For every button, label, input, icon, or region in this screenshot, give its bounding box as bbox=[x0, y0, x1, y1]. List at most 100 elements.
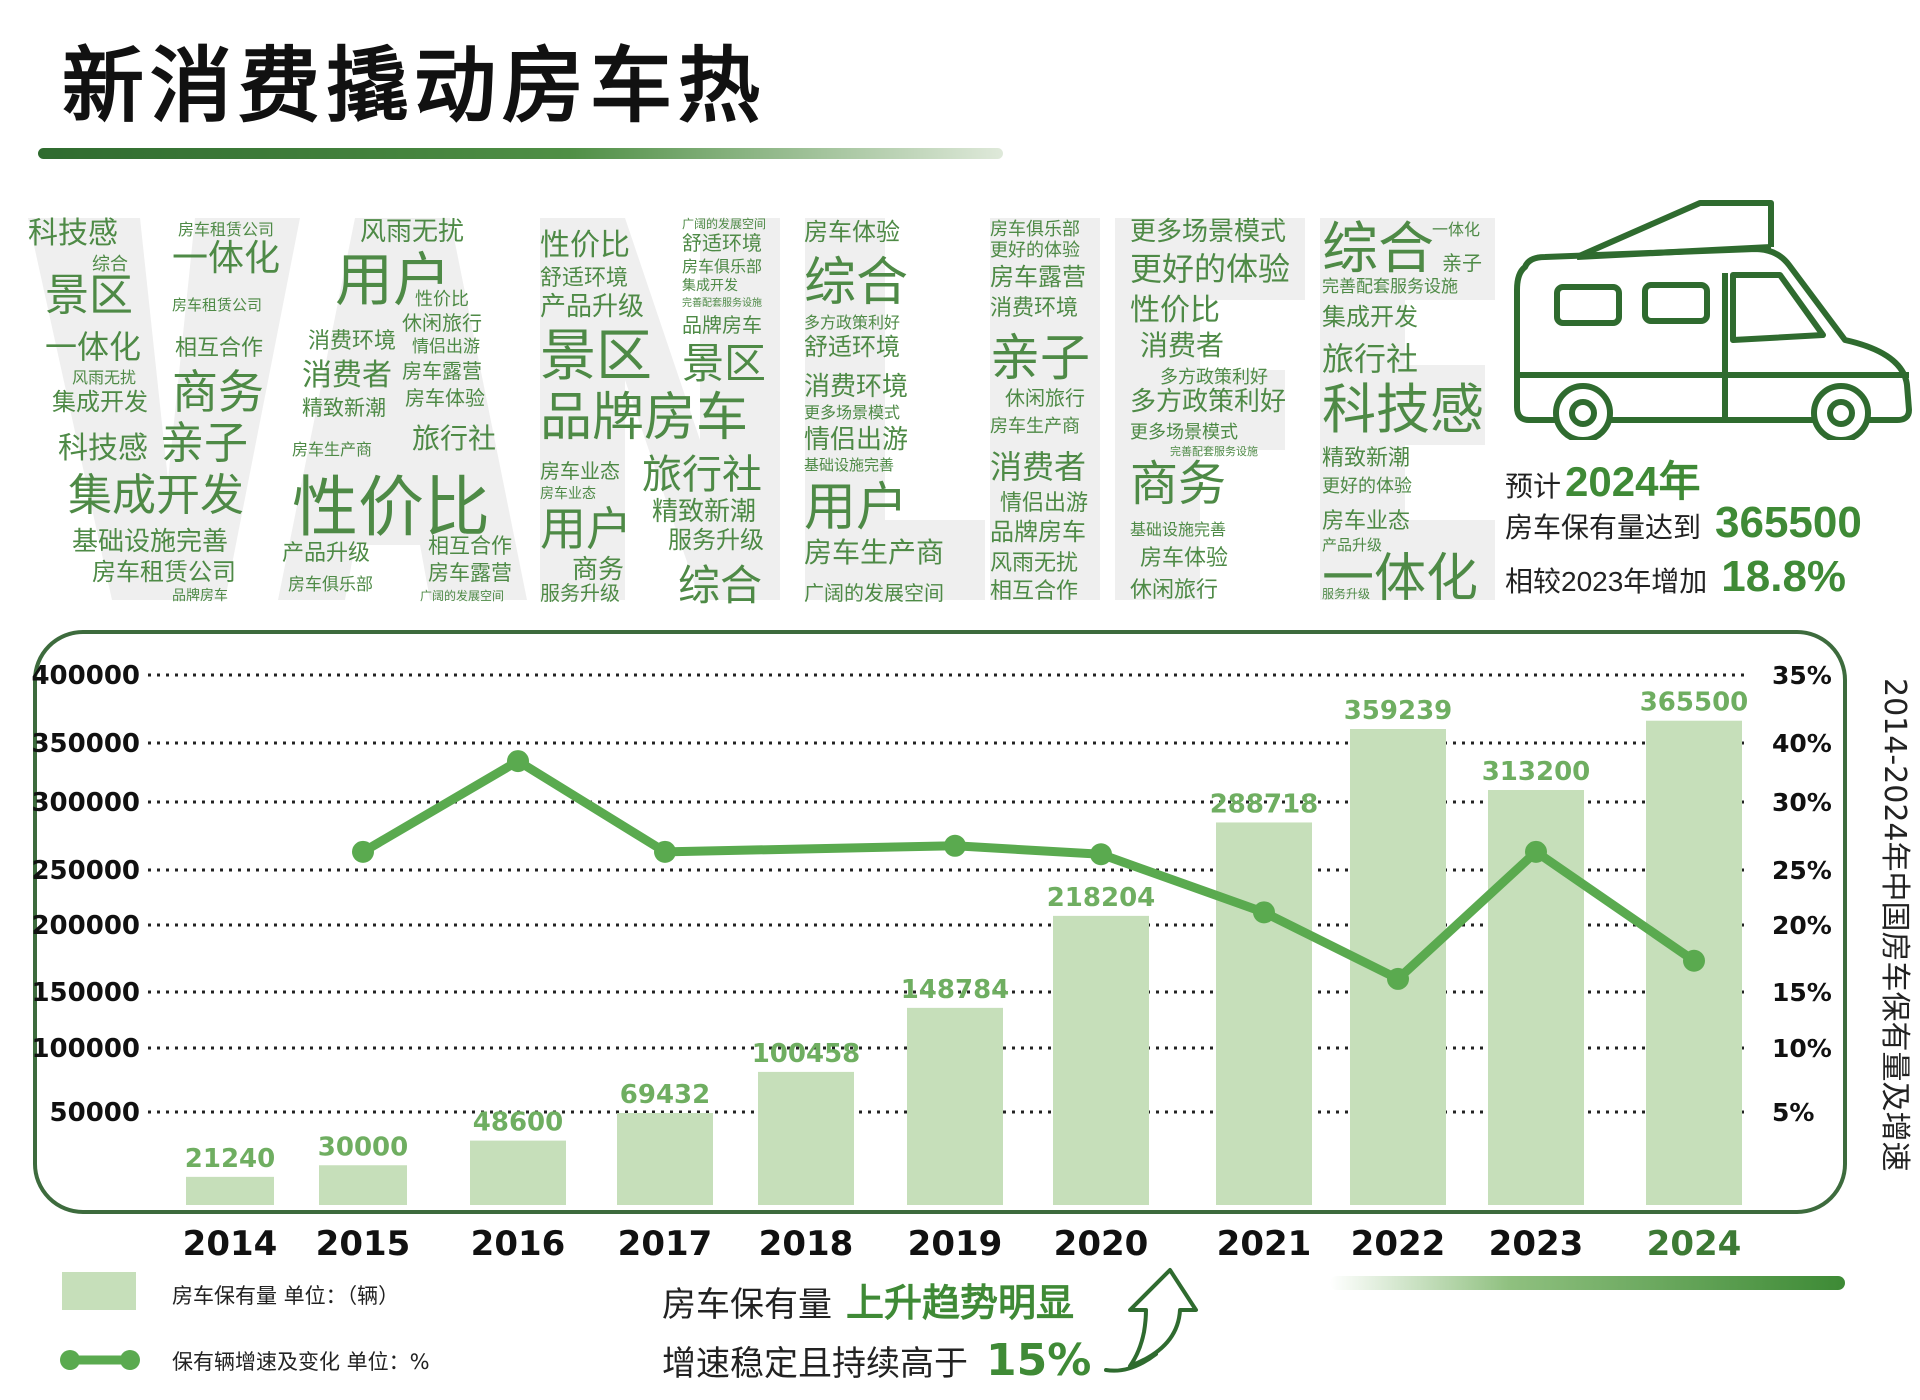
cloud-word: 房车露营 bbox=[428, 561, 512, 585]
cloud-word: 旅行社 bbox=[1322, 340, 1418, 378]
cloud-word: 房车俱乐部 bbox=[288, 575, 373, 595]
growth-point bbox=[1683, 949, 1705, 972]
cloud-word: 完善配套服务设施 bbox=[1170, 444, 1258, 458]
x-tick-label: 2021 bbox=[1217, 1224, 1312, 1264]
right-tick-label: 25% bbox=[1772, 856, 1832, 885]
bars bbox=[186, 720, 1742, 1205]
total-label: 房车保有量达到 bbox=[1505, 512, 1702, 543]
cloud-word: 服务升级 bbox=[668, 526, 764, 554]
cloud-word: 情侣出游 bbox=[1000, 491, 1088, 516]
x-tick-label: 2024 bbox=[1647, 1224, 1742, 1264]
vanlife-letters bbox=[28, 218, 1495, 600]
summary-decor-bar bbox=[1330, 1276, 1845, 1290]
cloud-word: 更好的体验 bbox=[1322, 476, 1412, 497]
cloud-word: 商务 bbox=[172, 365, 264, 419]
cloud-word: 精致新潮 bbox=[302, 396, 386, 420]
cloud-word: 完善配套服务设施 bbox=[682, 296, 762, 309]
growth-label: 相较2023年增加 bbox=[1505, 566, 1708, 597]
cloud-word: 一体化 bbox=[172, 238, 280, 279]
chart: 400000 350000 300000 250000 200000 150000 1000… bbox=[31, 630, 1912, 1264]
cloud-word: 一体化 bbox=[1322, 549, 1478, 609]
cloud-word: 性价比 bbox=[1130, 293, 1220, 328]
cloud-word: 风雨无扰 bbox=[990, 551, 1078, 576]
left-tick-label: 350000 bbox=[31, 729, 140, 759]
title-underline bbox=[38, 148, 1003, 159]
cloud-word: 一体化 bbox=[45, 328, 141, 366]
summary-1-prefix: 房车保有量 bbox=[662, 1285, 832, 1325]
x-tick-label: 2016 bbox=[471, 1224, 566, 1264]
cloud-word: 产品升级 bbox=[540, 292, 644, 322]
bar-2021 bbox=[1216, 822, 1312, 1205]
bar-2017 bbox=[617, 1113, 713, 1205]
left-tick-label: 150000 bbox=[31, 978, 140, 1008]
cloud-word: 舒适环境 bbox=[804, 333, 900, 361]
cloud-word: 综合 bbox=[804, 253, 908, 313]
cloud-word: 性价比 bbox=[292, 469, 490, 546]
highlight-forecast-line: 预计2024年 bbox=[1505, 448, 1700, 509]
x-tick-label: 2022 bbox=[1351, 1224, 1446, 1264]
right-tick-label: 5% bbox=[1772, 1098, 1814, 1127]
cloud-word: 休闲旅行 bbox=[1130, 578, 1218, 603]
cloud-word: 科技感 bbox=[28, 216, 118, 251]
cloud-word: 商务 bbox=[1130, 456, 1226, 512]
cloud-word: 风雨无扰 bbox=[360, 217, 464, 247]
cloud-word: 性价比 bbox=[415, 289, 469, 310]
summary-2-highlight: 15% bbox=[986, 1335, 1092, 1386]
cloud-word: 房车租赁公司 bbox=[92, 558, 236, 586]
cloud-word: 品牌房车 bbox=[990, 518, 1086, 546]
right-axis-ticks: 35% 40% 30% 25% 20% 15% 10% 5% bbox=[1772, 661, 1832, 1127]
cloud-word: 景区 bbox=[45, 270, 133, 321]
cloud-word: 广阔的发展空间 bbox=[804, 581, 944, 605]
left-tick-label: 400000 bbox=[31, 661, 140, 691]
bar-value-label: 359239 bbox=[1344, 696, 1453, 726]
cloud-word: 房车租赁公司 bbox=[172, 296, 262, 314]
cloud-word: 商务 bbox=[572, 555, 624, 585]
left-tick-label: 300000 bbox=[31, 788, 140, 818]
legend-line-label: 保有辆增速及变化 单位：% bbox=[172, 1350, 430, 1374]
cloud-word: 一体化 bbox=[1432, 220, 1480, 239]
cloud-word: 精致新潮 bbox=[652, 497, 756, 527]
cloud-word: 舒适环境 bbox=[682, 231, 762, 255]
cloud-word: 完善配套服务设施 bbox=[1322, 277, 1458, 297]
bar-2015 bbox=[319, 1165, 407, 1205]
growth-point bbox=[1090, 843, 1112, 866]
growth-point bbox=[944, 834, 966, 857]
forecast-label: 预计 bbox=[1505, 471, 1562, 502]
cloud-word: 房车露营 bbox=[402, 359, 482, 383]
cloud-word: 集成开发 bbox=[682, 277, 738, 294]
bar-value-label: 69432 bbox=[620, 1080, 710, 1110]
left-tick-label: 200000 bbox=[31, 911, 140, 941]
cloud-word: 房车业态 bbox=[1322, 509, 1410, 534]
cloud-word: 亲子 bbox=[990, 329, 1090, 387]
cloud-word: 消费环境 bbox=[308, 329, 396, 354]
cloud-word: 产品升级 bbox=[282, 541, 370, 566]
bar-value-label: 21240 bbox=[185, 1144, 275, 1174]
cloud-word: 多方政策利好 bbox=[1130, 387, 1286, 417]
right-tick-label: 35% bbox=[1772, 661, 1832, 690]
cloud-word: 更多场景模式 bbox=[1130, 217, 1286, 247]
cloud-word: 亲子 bbox=[1442, 251, 1482, 275]
summary-2-prefix: 增速稳定且持续高于 bbox=[662, 1344, 968, 1384]
cloud-word: 广阔的发展空间 bbox=[420, 588, 504, 603]
legend-bar-label: 房车保有量 单位：（辆） bbox=[172, 1284, 400, 1308]
bar-2016 bbox=[470, 1140, 566, 1205]
legend-bar-swatch bbox=[62, 1272, 136, 1310]
cloud-word: 房车体验 bbox=[804, 218, 900, 246]
cloud-word: 消费者 bbox=[302, 358, 392, 393]
growth-value: 18.8% bbox=[1721, 552, 1847, 601]
x-tick-label: 2015 bbox=[316, 1224, 411, 1264]
cloud-word: 房车生产商 bbox=[804, 536, 944, 569]
bar-2014 bbox=[186, 1176, 274, 1205]
legend-line-swatch bbox=[60, 1350, 140, 1370]
cloud-word: 房车俱乐部 bbox=[990, 219, 1080, 240]
bar-2020 bbox=[1053, 915, 1149, 1205]
growth-point bbox=[507, 750, 529, 773]
cloud-word: 科技感 bbox=[1322, 378, 1484, 441]
cloud-word: 房车生产商 bbox=[990, 416, 1080, 437]
chart-title: 2014-2024年中国房车保有量及增速 bbox=[1877, 678, 1912, 1172]
growth-point bbox=[1387, 967, 1409, 990]
cloud-word: 景区 bbox=[682, 339, 766, 388]
cloud-word: 综合 bbox=[1322, 217, 1434, 282]
right-tick-label: 40% bbox=[1772, 729, 1832, 758]
